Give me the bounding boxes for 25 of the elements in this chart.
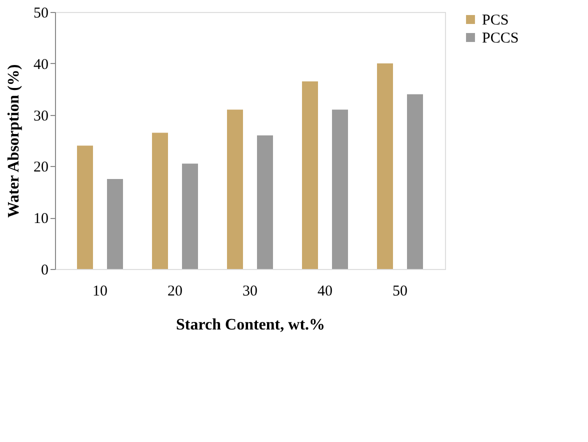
x-tick-label: 40 — [318, 284, 332, 300]
bar — [182, 164, 198, 269]
bar — [77, 146, 93, 269]
bar — [227, 110, 243, 269]
bar — [377, 63, 393, 269]
y-tick-label: 10 — [34, 211, 48, 228]
bar — [107, 179, 123, 269]
bar — [332, 110, 348, 269]
legend-label: PCS — [482, 12, 509, 28]
x-tick-label: 10 — [92, 284, 108, 300]
bar — [302, 81, 318, 269]
bar — [152, 132, 168, 269]
bar — [407, 94, 423, 269]
x-tick-label: 50 — [392, 284, 408, 300]
y-tick-label: 20 — [34, 160, 48, 176]
y-tick-label: 40 — [34, 56, 48, 73]
y-axis-title: Water Absorption (%) — [6, 64, 22, 218]
y-tick-label: 30 — [34, 108, 48, 124]
y-tick-label: 50 — [34, 6, 48, 22]
x-axis-title: Starch Content, wt.% — [176, 316, 326, 334]
x-tick-label: 30 — [242, 284, 258, 300]
x-tick-label: 20 — [168, 284, 182, 300]
y-tick-label: 0 — [41, 262, 48, 278]
legend-label: PCCS — [482, 30, 519, 46]
bar — [257, 135, 273, 269]
